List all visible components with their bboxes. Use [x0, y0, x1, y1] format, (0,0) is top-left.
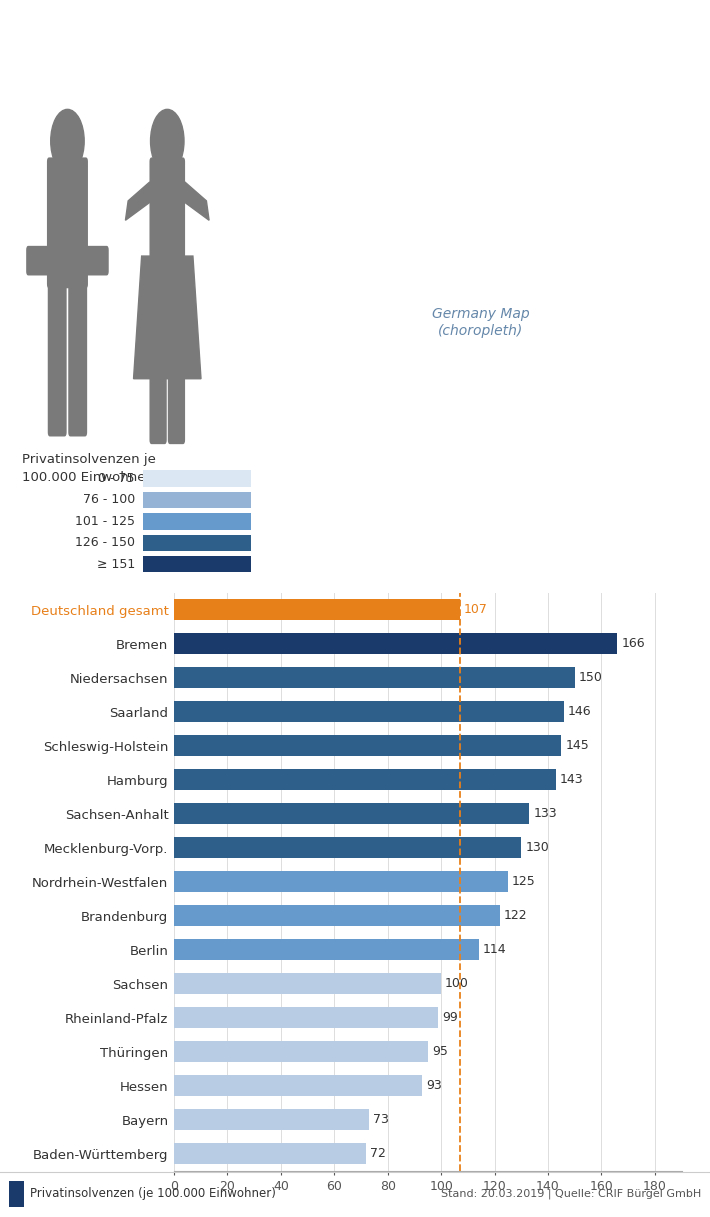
- FancyBboxPatch shape: [143, 470, 251, 487]
- Bar: [174, 871, 508, 892]
- Text: 145: 145: [565, 739, 589, 752]
- Text: Stand: 20.03.2019 | Quelle: CRIF Bürgel GmbH: Stand: 20.03.2019 | Quelle: CRIF Bürgel …: [441, 1189, 701, 1199]
- Text: Privatinsolvenzen pro Bundesland: Privatinsolvenzen pro Bundesland: [9, 24, 329, 43]
- Text: 126 - 150: 126 - 150: [75, 537, 135, 549]
- Bar: [174, 633, 618, 655]
- Bar: [174, 1143, 366, 1165]
- Text: 146: 146: [568, 705, 591, 718]
- FancyBboxPatch shape: [168, 372, 185, 444]
- Text: 133: 133: [533, 807, 557, 820]
- FancyBboxPatch shape: [9, 1182, 24, 1207]
- Text: Germany Map
(choropleth): Germany Map (choropleth): [432, 308, 530, 337]
- FancyBboxPatch shape: [26, 246, 52, 275]
- Polygon shape: [133, 256, 201, 378]
- Text: Privatinsolvenzen je
100.000 Einwohner: Privatinsolvenzen je 100.000 Einwohner: [21, 453, 155, 484]
- Text: 130: 130: [525, 841, 549, 854]
- Text: (je 100.000 Einwohner, 2018): (je 100.000 Einwohner, 2018): [395, 27, 597, 40]
- FancyBboxPatch shape: [48, 277, 67, 437]
- Text: ≥ 151: ≥ 151: [97, 557, 135, 571]
- Text: 76 - 100: 76 - 100: [82, 493, 135, 506]
- Polygon shape: [126, 181, 150, 220]
- Text: 93: 93: [427, 1079, 442, 1092]
- FancyBboxPatch shape: [143, 514, 251, 529]
- Text: 72: 72: [371, 1148, 386, 1160]
- Bar: [174, 837, 521, 858]
- Polygon shape: [185, 181, 209, 220]
- FancyBboxPatch shape: [150, 157, 185, 260]
- Bar: [174, 905, 500, 926]
- FancyBboxPatch shape: [83, 246, 109, 275]
- Text: 166: 166: [621, 638, 645, 650]
- Bar: [174, 974, 441, 994]
- Bar: [174, 735, 562, 756]
- Bar: [174, 769, 556, 790]
- Text: 125: 125: [512, 875, 535, 888]
- Text: 95: 95: [432, 1045, 448, 1059]
- Bar: [174, 1008, 439, 1028]
- Bar: [174, 940, 479, 960]
- FancyBboxPatch shape: [150, 372, 167, 444]
- FancyBboxPatch shape: [143, 492, 251, 507]
- FancyBboxPatch shape: [47, 157, 88, 288]
- FancyBboxPatch shape: [143, 556, 251, 572]
- Text: 107: 107: [464, 604, 488, 616]
- Bar: [174, 1042, 427, 1062]
- Text: 150: 150: [579, 672, 603, 684]
- Text: 101 - 125: 101 - 125: [75, 515, 135, 528]
- Text: 73: 73: [373, 1114, 389, 1126]
- Text: 143: 143: [560, 773, 584, 786]
- Text: 0 - 75: 0 - 75: [99, 472, 135, 484]
- FancyBboxPatch shape: [143, 534, 251, 551]
- Text: Privatinsolvenzen (je 100.000 Einwohner): Privatinsolvenzen (je 100.000 Einwohner): [30, 1188, 275, 1200]
- Bar: [174, 667, 574, 689]
- Bar: [174, 1109, 369, 1131]
- Bar: [174, 1075, 422, 1097]
- Bar: [174, 803, 530, 824]
- Text: 122: 122: [504, 909, 528, 922]
- Bar: [174, 701, 564, 722]
- Circle shape: [151, 110, 184, 173]
- Bar: [174, 599, 460, 621]
- Text: 114: 114: [483, 943, 506, 957]
- Text: 99: 99: [442, 1011, 458, 1025]
- Circle shape: [50, 110, 84, 173]
- Text: 100: 100: [445, 977, 469, 991]
- FancyBboxPatch shape: [68, 277, 87, 437]
